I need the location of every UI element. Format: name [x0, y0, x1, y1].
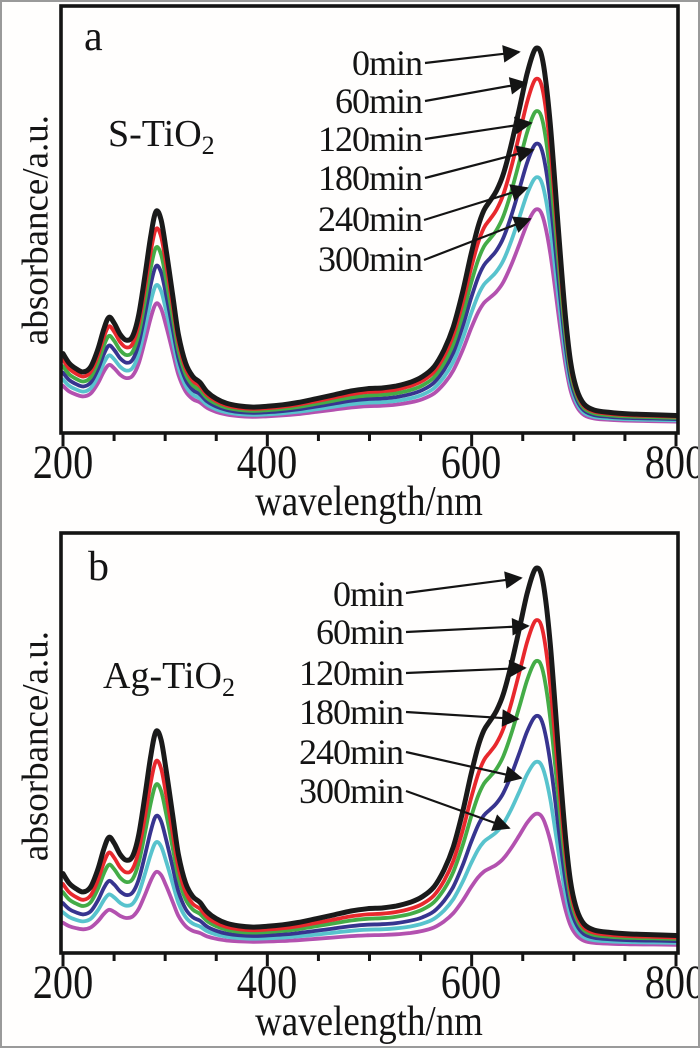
- panel-b-y-axis-label: absorbance/a.u.: [15, 630, 57, 862]
- panel-a-sample-label: S-TiO2: [108, 115, 215, 159]
- panel-b-xtick-200: 200: [32, 956, 94, 1009]
- panel-a-xtick-200: 200: [32, 436, 94, 489]
- curve-b-240min: [61, 759, 678, 945]
- panel-a-sample-text: S-TiO: [108, 113, 202, 155]
- panel-a-series-label-0min: 0min: [351, 43, 423, 83]
- curve-a-180min: [61, 141, 678, 421]
- panel-a-series-label-240min: 240min: [317, 199, 423, 239]
- panel-b-xtick-600: 600: [440, 956, 502, 1009]
- panel-a-series-label-300min: 300min: [317, 239, 423, 279]
- panel-a-letter: a: [84, 14, 103, 60]
- curve-b-0min: [60, 565, 679, 938]
- panel-b-letter: b: [88, 544, 109, 590]
- plot-frame-a: [59, 4, 680, 435]
- arrow-a-120min: [424, 116, 533, 141]
- plot-frame-b: [59, 531, 680, 955]
- panel-b-sample-subscript: 2: [221, 673, 235, 702]
- panel-a-y-axis-label: absorbance/a.u.: [15, 114, 57, 346]
- panel-a-x-axis-label: wavelength/nm: [255, 479, 483, 525]
- arrow-b-180min: [405, 709, 520, 727]
- arrow-b-240min: [405, 750, 523, 784]
- curve-b-300min: [61, 811, 678, 947]
- panel-a-xtick-600: 600: [440, 436, 502, 489]
- panel-b-sample-text: Ag-TiO: [103, 655, 222, 697]
- panel-b-x-ticks: [61, 953, 678, 966]
- panel-b-xtick-800: 800: [644, 956, 700, 1009]
- panel-b-series-label-180min: 180min: [298, 692, 404, 732]
- panel-a-series-label-60min: 60min: [334, 81, 423, 121]
- panel-a-xtick-800: 800: [644, 436, 700, 489]
- curve-a-120min: [61, 109, 678, 420]
- panel-b-series-label-0min: 0min: [332, 574, 404, 614]
- panel-a-x-ticks: [61, 433, 678, 446]
- arrow-b-60min: [405, 617, 530, 636]
- curve-a-0min: [60, 45, 679, 418]
- arrow-b-300min: [405, 789, 511, 831]
- curve-a-240min: [61, 175, 678, 423]
- arrow-b-0min: [405, 571, 523, 595]
- arrow-a-0min: [424, 45, 521, 65]
- curve-b-180min: [61, 713, 678, 943]
- panel-b-series-label-300min: 300min: [298, 771, 404, 811]
- arrow-b-120min: [405, 659, 527, 678]
- arrow-a-60min: [424, 77, 528, 103]
- panel-b-series-label-120min: 120min: [298, 653, 404, 693]
- panel-b: [59, 531, 680, 966]
- curve-b-60min: [61, 618, 678, 940]
- arrow-a-240min: [423, 184, 529, 222]
- panel-a-series-label-120min: 120min: [317, 119, 423, 159]
- panel-b-series-label-240min: 240min: [298, 732, 404, 772]
- panel-a-sample-subscript: 2: [201, 131, 215, 160]
- panel-a: [59, 4, 680, 446]
- panel-b-series-label-60min: 60min: [315, 612, 404, 652]
- curve-a-300min: [61, 207, 678, 424]
- arrow-a-180min: [424, 145, 535, 180]
- panel-b-x-axis-label: wavelength/nm: [255, 999, 483, 1045]
- panel-a-series-label-180min: 180min: [317, 158, 423, 198]
- curve-b-120min: [61, 658, 678, 941]
- panel-a-xtick-400: 400: [236, 436, 298, 489]
- panel-b-sample-label: Ag-TiO2: [103, 657, 235, 701]
- arrow-a-300min: [423, 216, 532, 262]
- panel-b-xtick-400: 400: [236, 956, 298, 1009]
